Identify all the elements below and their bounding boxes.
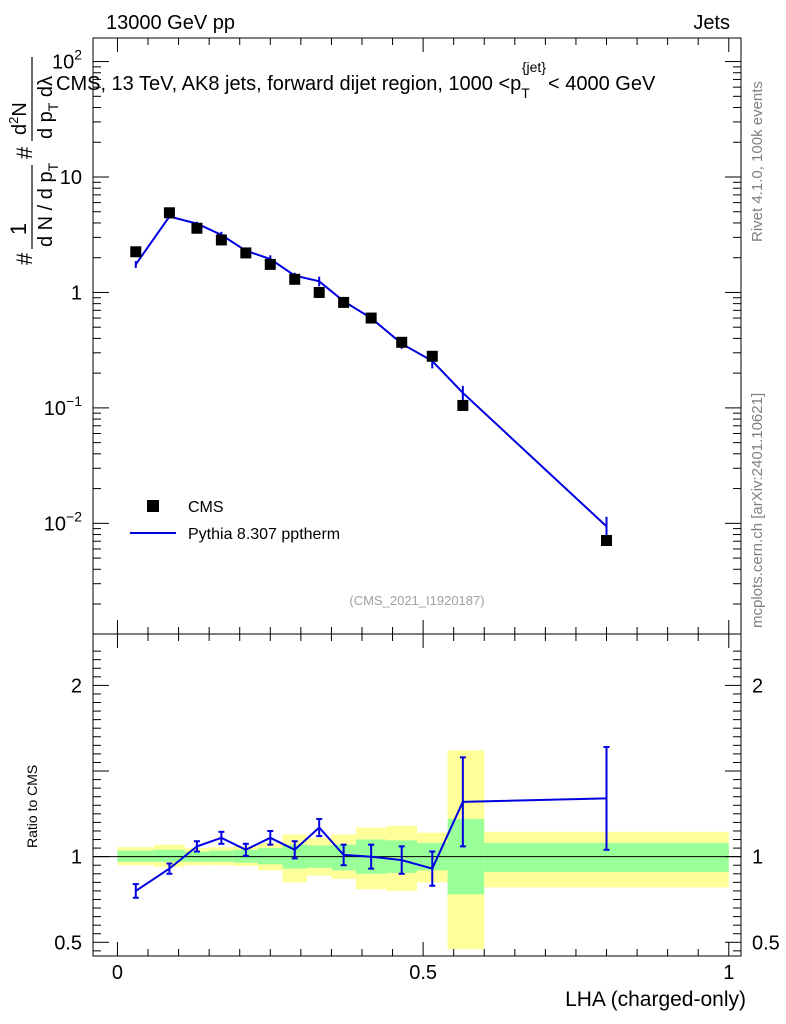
x-tick-label: 0.5	[409, 962, 437, 984]
ratio-plot-layer	[93, 746, 741, 899]
ylabel-frac-den: d N / d pT	[35, 162, 61, 247]
ratio-y-tick-label-right: 2	[752, 675, 763, 697]
legend-cms-marker	[147, 500, 159, 512]
ratio-plot-frame	[92, 633, 742, 957]
ratio-y-tick-label: 0.5	[54, 932, 82, 954]
header-left-label: 13000 GeV pp	[106, 12, 235, 34]
cms-data-point	[338, 296, 350, 308]
legend-cms-label: CMS	[188, 499, 224, 516]
y-tick-label: 10−2	[44, 508, 82, 535]
x-tick-label: 1	[723, 962, 734, 984]
ylabel-hash-2: #	[12, 146, 37, 159]
analysis-watermark: (CMS_2021_I1920187)	[349, 593, 484, 608]
ratio-band-green	[154, 849, 185, 862]
x-tick-label: 0	[112, 962, 123, 984]
pythia-curve	[134, 215, 608, 528]
ratio-y-tick-label-right: 0.5	[752, 932, 780, 954]
ylabel-hash: #	[12, 252, 37, 265]
axes-layer: 0 0.5 1 10−2 10−1 1 10 102 0.5 0.5 1 1 2 2	[44, 37, 780, 984]
main-plot-layer	[130, 207, 613, 547]
cms-data-point	[457, 399, 469, 411]
ratio-y-tick-label: 1	[71, 847, 82, 869]
cms-data-point	[163, 207, 175, 219]
ratio-y-tick-label: 2	[71, 675, 82, 697]
ylabel-frac2-den: d pT dλ	[35, 76, 61, 139]
cms-data-point	[313, 286, 325, 298]
y-tick-label: 10−1	[44, 393, 82, 420]
cms-data-point	[396, 336, 408, 348]
header-right-label: Jets	[693, 12, 730, 34]
cms-data-point	[365, 312, 377, 324]
cms-data-point	[426, 350, 438, 362]
y-tick-label: 102	[52, 47, 82, 74]
rivet-version-label: Rivet 4.1.0, 100k events	[749, 81, 766, 242]
y-tick-label: 10	[60, 167, 82, 189]
y-tick-label: 1	[71, 282, 82, 304]
ratio-y-axis-label: Ratio to CMS	[24, 765, 40, 848]
ratio-y-tick-label-right: 1	[752, 847, 763, 869]
cms-data-point	[191, 222, 203, 234]
legend: CMS Pythia 8.307 pptherm	[130, 499, 340, 543]
cms-data-point	[264, 258, 276, 270]
main-plot-frame	[92, 37, 742, 635]
main-y-axis-label: # 1 d N / d pT # d2N d pT dλ	[6, 57, 61, 265]
legend-pythia-label: Pythia 8.307 pptherm	[188, 526, 340, 543]
cms-data-point	[240, 247, 252, 259]
x-axis-label: LHA (charged-only)	[565, 988, 746, 1011]
ylabel-frac2-num: d2N	[6, 102, 31, 135]
cms-data-point	[130, 246, 142, 258]
ratio-uncertainty-bands	[117, 750, 729, 950]
cms-data-point	[601, 535, 613, 547]
ylabel-frac-num: 1	[6, 223, 31, 235]
ratio-curve	[135, 797, 607, 892]
cms-data-point	[289, 273, 301, 285]
mcplots-label: mcplots.cern.ch [arXiv:2401.10621]	[749, 393, 766, 628]
cms-data-point	[215, 234, 227, 246]
plot-title: CMS, 13 TeV, AK8 jets, forward dijet reg…	[56, 59, 656, 101]
